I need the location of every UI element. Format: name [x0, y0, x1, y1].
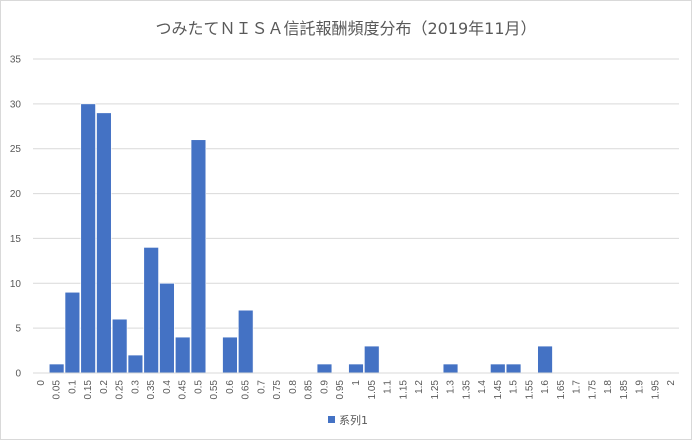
x-tick-label: 1 — [351, 380, 362, 386]
bar — [364, 345, 380, 374]
x-tick-label: 1.65 — [556, 380, 567, 400]
x-tick-label: 0.45 — [178, 380, 189, 400]
legend: 系列1 — [328, 413, 368, 427]
x-tick-label: 2 — [666, 380, 677, 386]
y-tick-label: 0 — [15, 369, 21, 380]
x-tick-label: 0.95 — [335, 380, 346, 400]
x-tick-label: 0.15 — [83, 380, 94, 400]
y-tick-label: 10 — [10, 279, 22, 290]
bar — [48, 363, 65, 374]
x-tick-label: 1.45 — [493, 380, 504, 400]
x-tick-label: 1.8 — [603, 380, 614, 394]
bar — [442, 363, 459, 374]
bar — [316, 363, 333, 374]
bar — [143, 247, 159, 374]
x-tick-label: 1.85 — [619, 380, 630, 400]
x-tick-label: 0.35 — [146, 380, 157, 400]
bar — [490, 363, 506, 374]
x-tick-label: 0.8 — [288, 380, 299, 394]
bar — [348, 363, 364, 374]
x-tick-label: 1.2 — [414, 380, 425, 394]
x-tick-label: 0.6 — [225, 380, 236, 394]
x-tick-label: 0.7 — [256, 380, 267, 394]
x-tick-label: 1.6 — [540, 380, 551, 394]
x-tick-label: 1.9 — [635, 380, 646, 394]
x-tick-label: 0.65 — [241, 380, 252, 400]
x-tick-label: 0.5 — [193, 380, 204, 394]
x-tick-label: 0.05 — [52, 380, 63, 400]
x-tick-label: 1.5 — [509, 380, 520, 394]
x-tick-label: 1.4 — [477, 380, 488, 394]
x-tick-label: 1.25 — [430, 380, 441, 400]
x-tick-label: 0.55 — [209, 380, 220, 400]
bar — [175, 336, 191, 374]
y-tick-label: 20 — [10, 189, 22, 200]
y-tick-label: 35 — [10, 55, 22, 66]
bar — [505, 363, 522, 374]
x-tick-label: 0.4 — [162, 380, 173, 394]
y-tick-label: 15 — [10, 234, 22, 245]
x-tick-label: 1.15 — [398, 380, 409, 400]
y-tick-label: 5 — [15, 324, 21, 335]
y-tick-label: 30 — [10, 99, 22, 110]
bar — [238, 309, 254, 374]
x-tick-label: 0.75 — [272, 380, 283, 400]
x-tick-label: 1.95 — [650, 380, 661, 400]
bar — [111, 318, 128, 374]
legend-label: 系列1 — [339, 413, 368, 427]
bar — [64, 291, 81, 374]
bar — [159, 282, 175, 374]
y-axis-ticks: 0 5 10 15 20 25 30 35 — [10, 55, 22, 380]
x-tick-label: 0.9 — [319, 380, 330, 394]
bar — [80, 103, 96, 374]
bar — [96, 112, 112, 374]
x-tick-label: 0.25 — [115, 380, 126, 400]
x-tick-label: 0.1 — [67, 380, 78, 394]
legend-swatch — [328, 416, 335, 423]
x-tick-label: 0.85 — [304, 380, 315, 400]
x-tick-label: 0.3 — [130, 380, 141, 394]
bar — [222, 336, 238, 374]
x-tick-label: 1.3 — [446, 380, 457, 394]
bar — [190, 139, 207, 374]
x-tick-label: 1.55 — [524, 380, 535, 400]
x-tick-label: 1.75 — [587, 380, 598, 400]
x-tick-label: 1.35 — [461, 380, 472, 400]
x-tick-label: 1.7 — [572, 380, 583, 394]
bar — [127, 354, 144, 374]
y-tick-label: 25 — [10, 144, 22, 155]
gridlines — [33, 58, 679, 329]
x-tick-label: 0.2 — [99, 380, 110, 394]
chart-title: つみたてＮＩＳＡ信託報酬頻度分布（2019年11月） — [155, 19, 536, 38]
x-tick-label: 1.1 — [383, 380, 394, 394]
bars — [48, 103, 553, 374]
x-tick-label: 1.05 — [367, 380, 378, 400]
x-tick-label: 0 — [36, 380, 47, 386]
x-axis-ticks: 0 0.05 0.1 0.15 0.2 0.25 0.3 0.35 0.4 0.45 0.5 0.55… — [36, 380, 677, 400]
bar — [537, 345, 553, 374]
